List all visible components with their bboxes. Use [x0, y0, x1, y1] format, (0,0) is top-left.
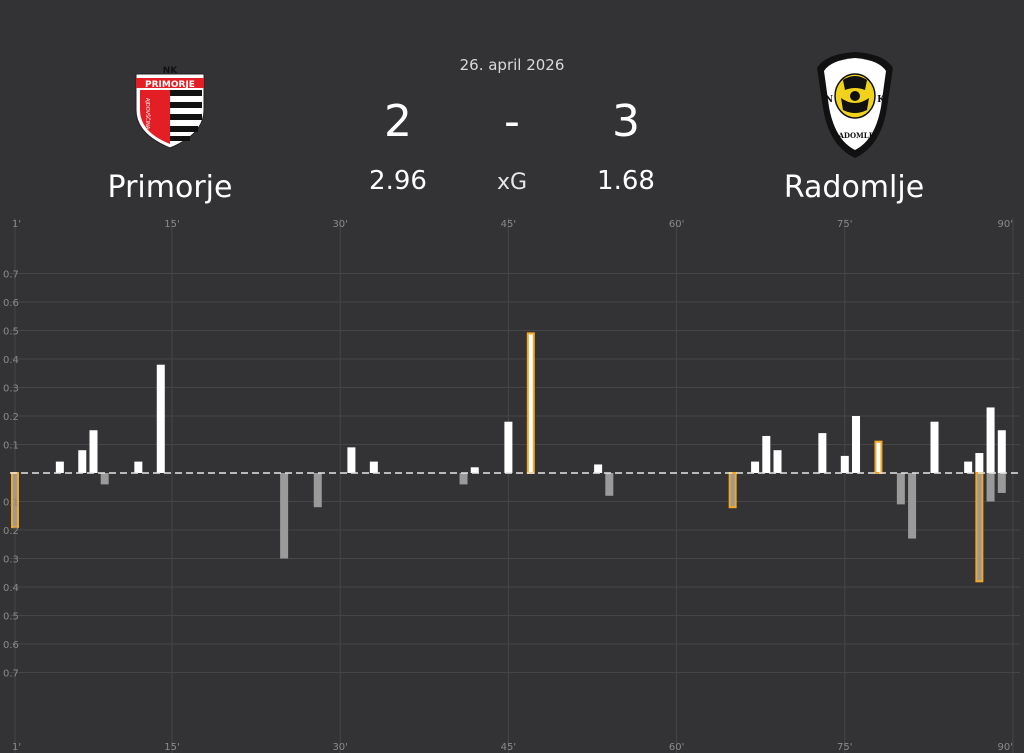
y-tick-label: 0.2 [3, 526, 19, 537]
x-tick-label-top: 75' [837, 219, 852, 230]
away-shot-bar [908, 473, 917, 539]
y-tick-label: 0.6 [3, 298, 19, 309]
away-shot-bar [313, 473, 322, 508]
home-shot-bar [840, 455, 849, 473]
xg-timeline-chart: 0.7 0.6 0.5 0.4 0.3 0.2 0.1 0.1 0.2 0.3 0.4 0.5 0.6 0… [3, 218, 1020, 753]
x-tick-label-bottom: 60' [669, 742, 684, 753]
away-team-crest: N K RADOMLJE [815, 50, 895, 158]
y-tick-label: 0.6 [3, 640, 19, 651]
away-shot-bar [896, 473, 905, 505]
home-shot-bar [134, 461, 143, 473]
home-shot-bar [470, 467, 479, 473]
home-shot-bar [347, 447, 356, 473]
home-goal-shot-bar [526, 332, 535, 474]
x-tick-label-top: 30' [332, 219, 347, 230]
home-score: 2 [384, 96, 412, 147]
away-crest-name: RADOMLJE [833, 131, 878, 140]
y-tick-label: 0.4 [3, 583, 19, 594]
y-tick-label: 0.7 [3, 270, 19, 281]
home-team-name: Primorje [107, 170, 233, 205]
x-tick-label-bottom: 90' [998, 742, 1013, 753]
away-shot-bar [280, 473, 289, 559]
home-shot-bar [156, 364, 165, 473]
home-shot-bar [504, 421, 513, 473]
away-shot-bar [605, 473, 614, 496]
home-shot-bar [997, 430, 1006, 473]
x-tick-label-top: 60' [669, 219, 684, 230]
y-tick-label: 0.3 [3, 555, 19, 566]
y-tick-label: 0.1 [3, 441, 19, 452]
home-shot-bar [986, 407, 995, 473]
match-date: 26. april 2026 [459, 56, 565, 74]
away-team-name: Radomlje [783, 170, 925, 205]
x-tick-label-bottom: 15' [164, 742, 179, 753]
x-tick-label-top: 15' [164, 219, 179, 230]
x-tick-label-top: 1' [12, 219, 21, 230]
x-tick-label-top: 45' [501, 219, 516, 230]
home-xg: 2.96 [369, 166, 427, 196]
home-shot-bar [594, 464, 603, 473]
home-shot-bar [762, 435, 771, 473]
home-shot-bar [369, 461, 378, 473]
x-tick-label-top: 90' [998, 219, 1013, 230]
y-tick-label: 0.5 [3, 327, 19, 338]
score-separator: - [504, 96, 520, 147]
home-team-crest: NK PRIMORJE AJDOVŠČINA [130, 60, 210, 152]
home-shot-bar [975, 453, 984, 473]
away-shot-bar [459, 473, 468, 485]
away-shot-bar [100, 473, 109, 485]
away-crest-letter-k: K [877, 95, 886, 105]
home-shot-bar [818, 433, 827, 473]
home-goal-shot-bar [874, 440, 883, 474]
x-tick-label-bottom: 45' [501, 742, 516, 753]
y-tick-label: 0.7 [3, 669, 19, 680]
home-crest-nk: NK [163, 66, 179, 76]
x-tick-label-bottom: 1' [12, 742, 21, 753]
home-shot-bar [964, 461, 973, 473]
home-shot-bar [751, 461, 760, 473]
y-tick-label: 0.5 [3, 612, 19, 623]
home-crest-name: PRIMORJE [145, 80, 195, 90]
away-shot-bar [997, 473, 1006, 493]
away-goal-shot-bar [728, 472, 737, 509]
home-crest-side-text: AJDOVŠČINA [144, 98, 151, 130]
home-shot-bar [930, 421, 939, 473]
y-tick-label: 0.2 [3, 412, 19, 423]
away-shot-bar [986, 473, 995, 502]
home-shot-bar [89, 430, 98, 473]
xg-label: xG [496, 170, 528, 195]
home-shot-bar [55, 461, 64, 473]
away-xg: 1.68 [597, 166, 655, 196]
home-shot-bar [852, 416, 861, 473]
y-tick-label: 0.1 [3, 498, 19, 509]
home-shot-bar [78, 450, 87, 473]
home-shot-bar [773, 450, 782, 473]
away-score: 3 [612, 96, 640, 147]
x-tick-label-bottom: 75' [837, 742, 852, 753]
away-goal-shot-bar [975, 472, 984, 583]
away-crest-letter-n: N [825, 95, 833, 105]
x-tick-label-bottom: 30' [332, 742, 347, 753]
y-tick-label: 0.3 [3, 384, 19, 395]
chart-labels: 0.7 0.6 0.5 0.4 0.3 0.2 0.1 0.1 0.2 0.3 0.4 0.5 0.6 0… [3, 219, 1013, 753]
chart-grid [10, 218, 1020, 753]
y-tick-label: 0.4 [3, 355, 19, 366]
